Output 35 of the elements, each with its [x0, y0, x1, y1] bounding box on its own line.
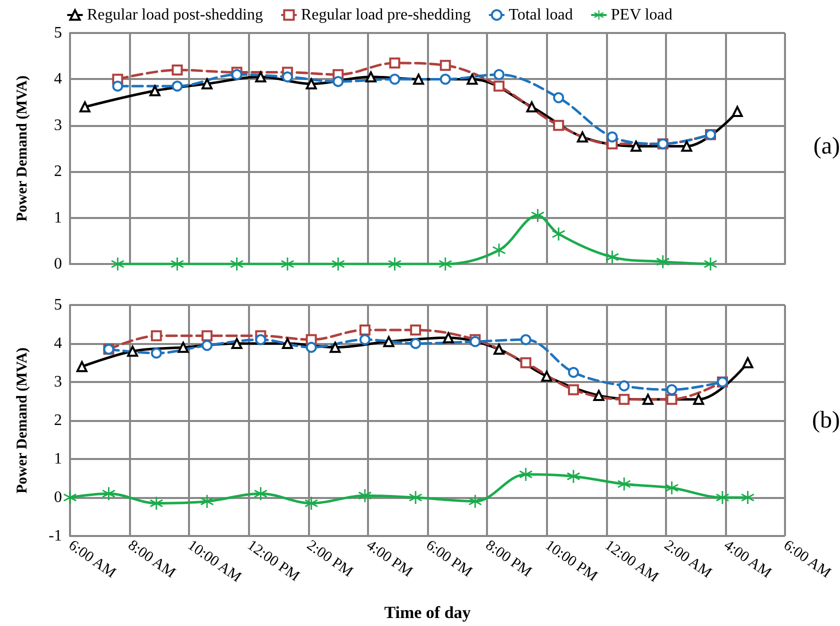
legend-label: PEV load: [610, 6, 672, 24]
y-tick-label: 2: [54, 163, 62, 180]
x-tick-label: 8:00 AM: [124, 537, 178, 582]
y-tick-label: 1: [54, 209, 62, 226]
y-tick-label: 3: [54, 374, 62, 390]
text: (a): [813, 134, 840, 160]
x-tick-label: 10:00 PM: [542, 537, 600, 585]
y-tick-label: 1: [54, 450, 62, 468]
text: (b): [812, 408, 840, 434]
legend-label: Total load: [508, 6, 573, 24]
x-tick-label: 2:00 AM: [661, 537, 714, 582]
y-tick-label: 5: [54, 24, 62, 42]
x-tick-label: 2:00 PM: [304, 537, 356, 580]
x-tick-label: 4:00 PM: [363, 537, 416, 580]
y-axis-title: Power Demand (MVA): [14, 75, 30, 222]
y-axis-title: Power Demand (MVA): [14, 347, 30, 494]
y-tick-label: 5: [54, 296, 62, 314]
legend-label: Regular load pre-shedding: [300, 6, 471, 24]
x-tick-label: 12:00 AM: [602, 537, 662, 586]
y-tick-label: -1: [48, 528, 62, 544]
x-tick-label: 4:00 AM: [720, 537, 774, 582]
x-tick-label: 6:00 AM: [780, 537, 834, 582]
y-tick-label: 4: [54, 70, 62, 88]
x-tick-label: 12:00 PM: [244, 537, 302, 585]
y-tick-label: 3: [54, 116, 62, 134]
y-tick-label: 4: [54, 335, 62, 352]
x-tick-label: 10:00 AM: [184, 537, 244, 586]
x-tick-label: 6:00 AM: [65, 537, 119, 582]
y-tick-label: 2: [54, 412, 62, 429]
y-tick-label: 0: [54, 489, 62, 506]
y-tick-label: 0: [54, 256, 62, 272]
x-tick-label: 8:00 PM: [482, 537, 534, 580]
legend-label: Regular load post-shedding: [87, 6, 263, 24]
x-axis-title: Time of day: [384, 603, 472, 622]
x-tick-label: 6:00 PM: [422, 537, 475, 580]
